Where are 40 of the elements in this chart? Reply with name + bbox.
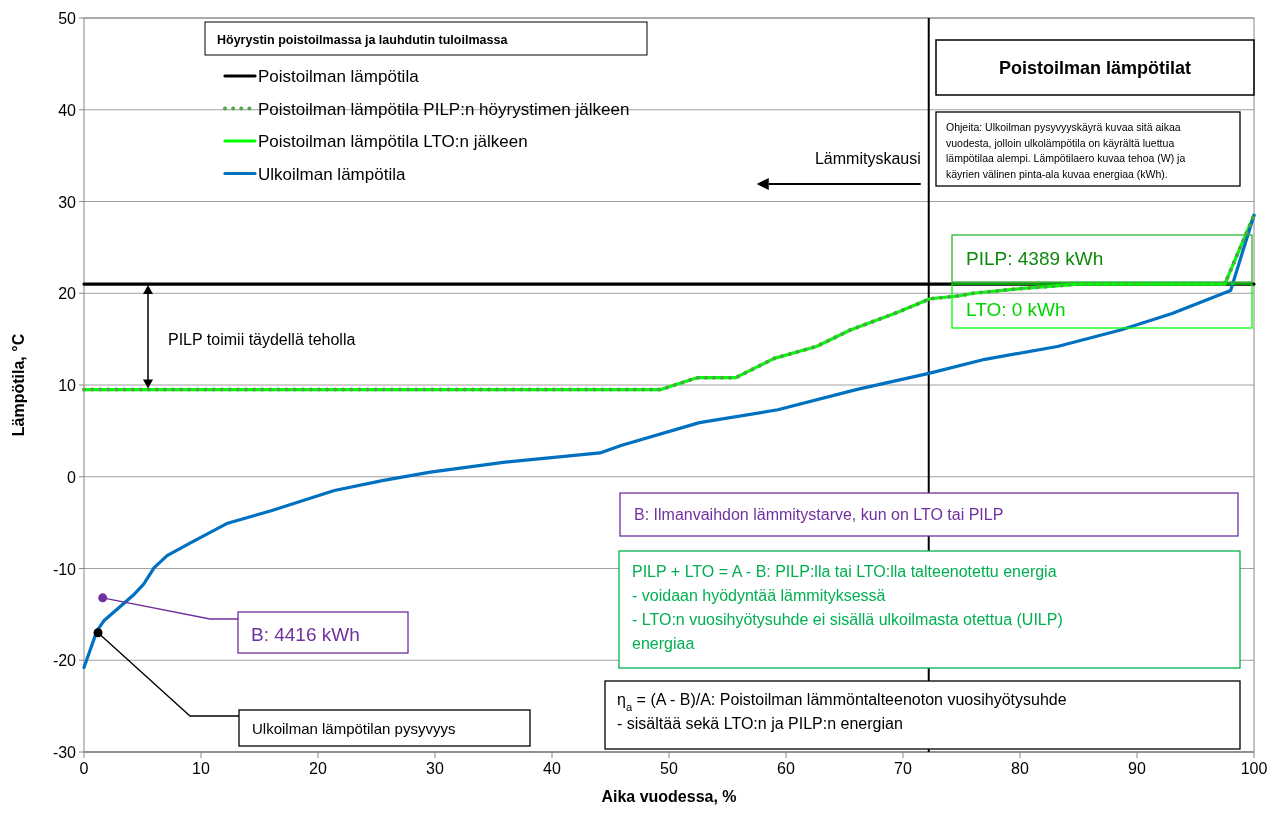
y-tick-label: 10 xyxy=(58,377,77,394)
x-tick-label: 70 xyxy=(894,760,912,777)
annotation: LTO: 0 kWh xyxy=(966,299,1066,320)
y-tick-label: 20 xyxy=(58,285,77,303)
line-series xyxy=(82,213,1256,670)
x-tick-label: 60 xyxy=(777,760,795,777)
annotation: B: Ilmanvaihdon lämmitystarve, kun on LTO tai PILP xyxy=(634,506,1004,523)
annotation: PILP + LTO = A - B: PILP:lla tai LTO:lla talteenotettu energia - voidaan hyödyntää lämmityksessä - LTO:n vuosihyötysuhde ei sisällä ulkoilmasta otettua (UILP) energiaa xyxy=(632,563,1063,652)
x-tick-label: 80 xyxy=(1011,760,1029,777)
annotation: PILP: 4389 kWh xyxy=(966,248,1104,269)
x-tick-label: 20 xyxy=(309,760,327,777)
annotation: η$_{a}$ = (A - B)/A: Poistoilman lämmöntalteenoton vuosihyötysuhde - sisältää sekä LTO:n ja PILP:n energian xyxy=(617,691,1067,732)
y-tick-label: -20 xyxy=(52,652,77,670)
legend-title: Höyrystin poistoilmassa ja lauhdutin tuloilmassa xyxy=(217,33,509,47)
ref-line-label: Lämmityskausi xyxy=(814,150,921,167)
x-tick-label: 50 xyxy=(660,760,678,777)
x-tick-label: 30 xyxy=(426,760,444,777)
x-tick-label: 0 xyxy=(79,760,89,777)
x-tick-label: 40 xyxy=(543,760,561,777)
x-tick-label: 90 xyxy=(1128,760,1146,777)
y-tick-label: 0 xyxy=(67,468,77,486)
line-series xyxy=(82,213,1256,392)
text: Poistoilman lämpötilat xyxy=(998,58,1192,78)
legend-label: Poistoilman lämpötila xyxy=(258,67,420,86)
legend-label: Ulkoilman lämpötila xyxy=(258,164,406,184)
annotation: Ulkoilman lämpötilan pysyvyys xyxy=(252,720,456,737)
y-axis-title: Lämpötila, °C xyxy=(10,333,27,437)
legend-label: Poistoilman lämpötila PILP:n höyrystimen jälkeen xyxy=(258,99,630,119)
annotation: B: 4416 kWh xyxy=(251,624,360,645)
x-tick-label: 10 xyxy=(192,760,210,777)
y-tick-label: 50 xyxy=(58,10,77,27)
y-tick-label: -10 xyxy=(52,560,77,578)
y-tick-label: 30 xyxy=(58,193,77,211)
x-tick-label: 100 xyxy=(1240,760,1268,777)
annotation: Ohjeita: Ulkoilman pysyvyyskäyrä kuvaa sitä aikaa vuodesta, jolloin ulkolämpötila on käyrältä luettua lämpötilaa alempi. Lämpötilaero kuvaa tehoa (W) ja käyrien välinen pinta-ala kuvaa energiaa (kWh). xyxy=(946,121,1186,180)
legend-label: Poistoilman lämpötila LTO:n jälkeen xyxy=(258,132,528,151)
x-axis-title: Aika vuodessa, % xyxy=(601,788,737,805)
y-tick-label: 40 xyxy=(58,101,77,119)
annotation: PILP toimii täydellä teholla xyxy=(168,331,356,348)
y-tick-label: -30 xyxy=(52,744,77,761)
